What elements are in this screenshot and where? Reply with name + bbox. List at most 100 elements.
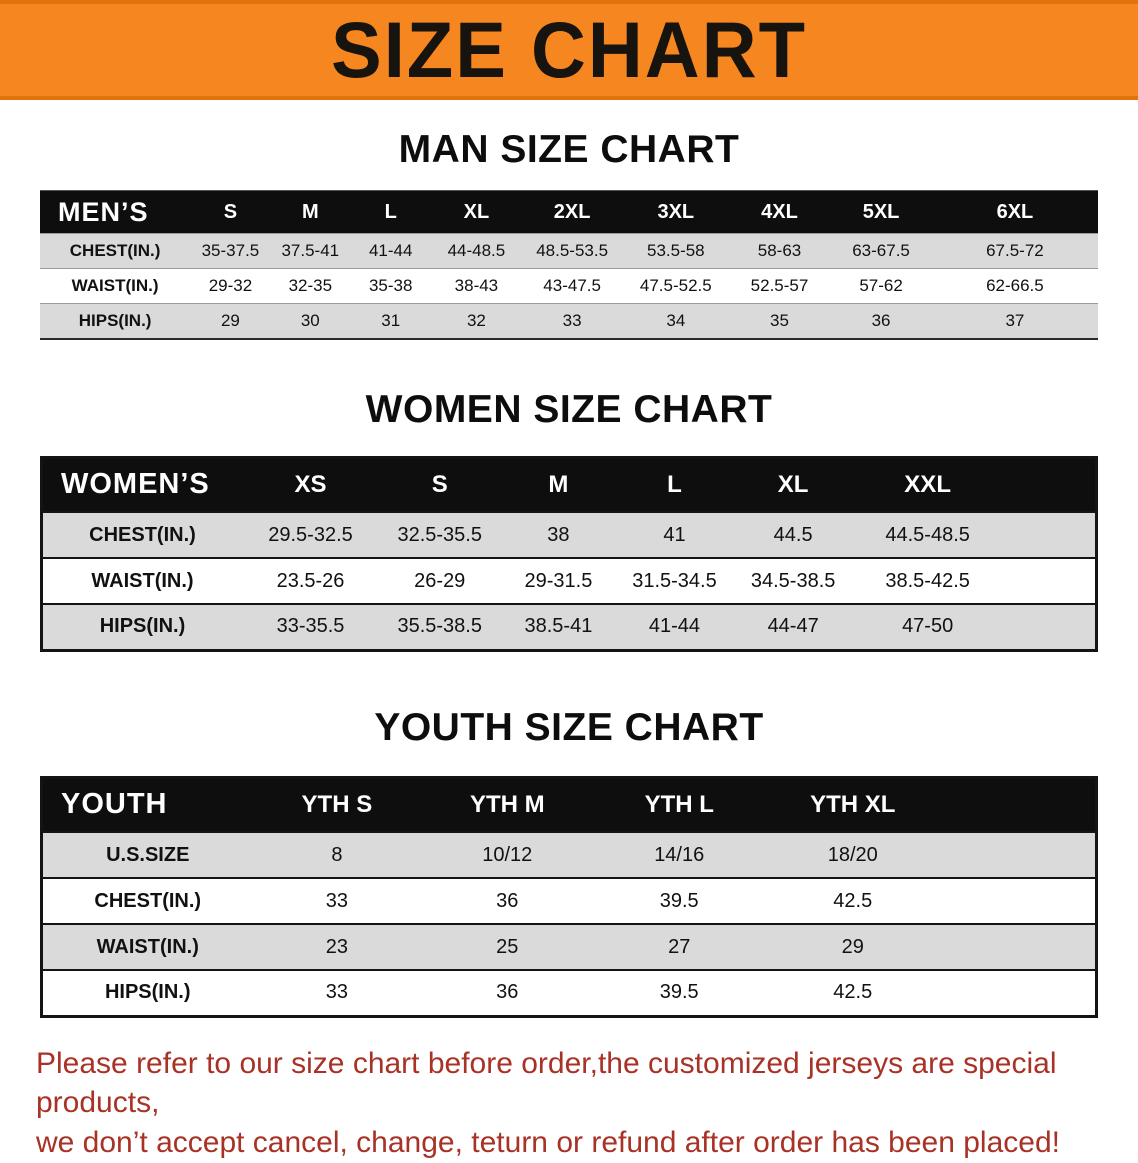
youth-chest-row: CHEST(IN.) 33 36 39.5 42.5 — [42, 878, 1097, 924]
banner: SIZE CHART — [0, 0, 1138, 100]
row-label: HIPS(IN.) — [40, 304, 190, 339]
men-heading: MAN SIZE CHART — [0, 128, 1138, 172]
men-table-label: MEN’S — [40, 191, 190, 234]
youth-section: YOUTH SIZE CHART YOUTH YTH S YTH M YTH L… — [0, 706, 1138, 1018]
size-column-header: YTH S — [253, 777, 422, 832]
size-cell: 29-32 — [190, 269, 270, 304]
size-column-header: S — [190, 191, 270, 234]
size-cell: 41-44 — [350, 234, 431, 269]
size-column-header: 6XL — [932, 191, 1098, 234]
size-cell: 34.5-38.5 — [732, 558, 853, 604]
size-cell: 33 — [521, 304, 623, 339]
size-cell: 26-29 — [379, 558, 500, 604]
size-cell: 35 — [729, 304, 831, 339]
size-cell: 38.5-42.5 — [854, 558, 1002, 604]
men-chest-row: CHEST(IN.) 35-37.5 37.5-41 41-44 44-48.5… — [40, 234, 1098, 269]
women-chest-row: CHEST(IN.) 29.5-32.5 32.5-35.5 38 41 44.… — [42, 512, 1097, 558]
size-cell: 36 — [830, 304, 932, 339]
youth-header-row: YOUTH YTH S YTH M YTH L YTH XL — [42, 777, 1097, 832]
size-cell: 33-35.5 — [242, 604, 379, 650]
row-label: U.S.SIZE — [42, 832, 253, 878]
women-hips-row: HIPS(IN.) 33-35.5 35.5-38.5 38.5-41 41-4… — [42, 604, 1097, 650]
size-cell: 43-47.5 — [521, 269, 623, 304]
youth-heading: YOUTH SIZE CHART — [0, 706, 1138, 750]
size-cell: 41-44 — [616, 604, 732, 650]
row-label: WAIST(IN.) — [42, 924, 253, 970]
row-label: WAIST(IN.) — [40, 269, 190, 304]
women-section: WOMEN SIZE CHART WOMEN’S XS S M L XL XXL — [0, 388, 1138, 652]
size-column-header: M — [500, 457, 616, 512]
size-cell: 36 — [421, 970, 593, 1016]
size-column-header: 5XL — [830, 191, 932, 234]
size-cell: 33 — [253, 970, 422, 1016]
size-cell: 36 — [421, 878, 593, 924]
size-cell: 34 — [623, 304, 729, 339]
row-label: HIPS(IN.) — [42, 970, 253, 1016]
spacer-cell — [1001, 604, 1096, 650]
women-table-label: WOMEN’S — [42, 457, 242, 512]
size-cell: 41 — [616, 512, 732, 558]
row-label: CHEST(IN.) — [42, 878, 253, 924]
size-cell: 44-47 — [732, 604, 853, 650]
size-cell: 39.5 — [593, 970, 765, 1016]
size-cell: 31.5-34.5 — [616, 558, 732, 604]
size-column-header: XXL — [854, 457, 1002, 512]
size-cell: 42.5 — [765, 878, 940, 924]
spacer-cell — [940, 970, 1096, 1016]
footer-line-2: we don’t accept cancel, change, teturn o… — [36, 1123, 1102, 1163]
women-waist-row: WAIST(IN.) 23.5-26 26-29 29-31.5 31.5-34… — [42, 558, 1097, 604]
size-column-header: YTH L — [593, 777, 765, 832]
spacer-cell — [940, 832, 1096, 878]
size-cell: 62-66.5 — [932, 269, 1098, 304]
size-cell: 44.5-48.5 — [854, 512, 1002, 558]
size-cell: 37 — [932, 304, 1098, 339]
size-cell: 57-62 — [830, 269, 932, 304]
size-cell: 31 — [350, 304, 431, 339]
size-cell: 53.5-58 — [623, 234, 729, 269]
size-cell: 27 — [593, 924, 765, 970]
size-cell: 8 — [253, 832, 422, 878]
size-cell: 47-50 — [854, 604, 1002, 650]
youth-ussize-row: U.S.SIZE 8 10/12 14/16 18/20 — [42, 832, 1097, 878]
women-size-table: WOMEN’S XS S M L XL XXL CHEST(IN.) 29.5-… — [40, 456, 1098, 652]
size-cell: 14/16 — [593, 832, 765, 878]
size-cell: 32.5-35.5 — [379, 512, 500, 558]
size-column-header: YTH XL — [765, 777, 940, 832]
size-cell: 67.5-72 — [932, 234, 1098, 269]
size-cell: 25 — [421, 924, 593, 970]
footer-note: Please refer to our size chart before or… — [36, 1044, 1102, 1163]
size-cell: 23 — [253, 924, 422, 970]
size-cell: 44-48.5 — [431, 234, 521, 269]
size-cell: 33 — [253, 878, 422, 924]
size-column-header: M — [271, 191, 350, 234]
youth-table-label: YOUTH — [42, 777, 253, 832]
size-cell: 44.5 — [732, 512, 853, 558]
men-waist-row: WAIST(IN.) 29-32 32-35 35-38 38-43 43-47… — [40, 269, 1098, 304]
size-cell: 18/20 — [765, 832, 940, 878]
women-heading: WOMEN SIZE CHART — [0, 388, 1138, 432]
size-cell: 48.5-53.5 — [521, 234, 623, 269]
size-cell: 58-63 — [729, 234, 831, 269]
youth-waist-row: WAIST(IN.) 23 25 27 29 — [42, 924, 1097, 970]
row-label: CHEST(IN.) — [40, 234, 190, 269]
size-column-header: 3XL — [623, 191, 729, 234]
size-cell: 32-35 — [271, 269, 350, 304]
size-cell: 39.5 — [593, 878, 765, 924]
size-cell: 37.5-41 — [271, 234, 350, 269]
size-cell: 29.5-32.5 — [242, 512, 379, 558]
spacer-cell — [940, 924, 1096, 970]
size-column-header: XS — [242, 457, 379, 512]
men-header-row: MEN’S S M L XL 2XL 3XL 4XL 5XL 6XL — [40, 191, 1098, 234]
women-header-row: WOMEN’S XS S M L XL XXL — [42, 457, 1097, 512]
size-cell: 35-37.5 — [190, 234, 270, 269]
size-cell: 30 — [271, 304, 350, 339]
size-cell: 35-38 — [350, 269, 431, 304]
spacer-cell — [940, 878, 1096, 924]
size-cell: 29 — [190, 304, 270, 339]
youth-hips-row: HIPS(IN.) 33 36 39.5 42.5 — [42, 970, 1097, 1016]
footer-line-1: Please refer to our size chart before or… — [36, 1044, 1102, 1124]
size-cell: 23.5-26 — [242, 558, 379, 604]
size-cell: 42.5 — [765, 970, 940, 1016]
size-cell: 52.5-57 — [729, 269, 831, 304]
spacer-cell — [940, 777, 1096, 832]
